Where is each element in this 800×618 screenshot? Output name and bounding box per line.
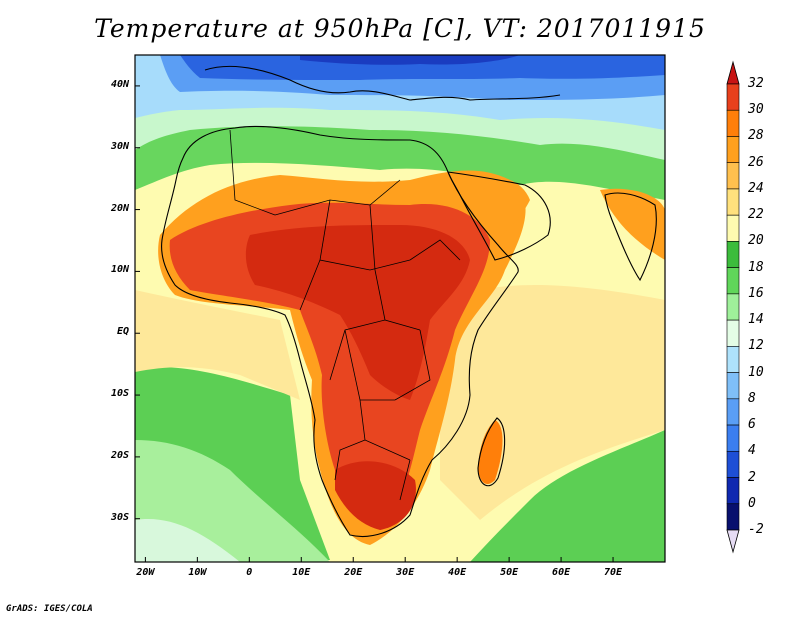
colorbar-swatch	[726, 136, 740, 164]
lon-tick-label: 20E	[344, 567, 363, 578]
field-fill-atlantic-warm	[135, 290, 300, 400]
lon-tick-label: 10W	[188, 567, 207, 578]
colorbar-swatch	[726, 109, 740, 137]
colorbar-swatch	[726, 398, 740, 426]
colorbar-label: 24	[748, 180, 764, 196]
field-fill-north-navy	[300, 55, 520, 65]
field-fill-india-orange	[600, 188, 665, 260]
colorbar-swatch	[726, 503, 740, 531]
colorbar-label: 8	[748, 390, 756, 406]
field-fill-madagascar	[478, 420, 503, 485]
colorbar-label: 28	[748, 128, 764, 144]
field-fill-africa-deep	[245, 225, 470, 400]
colorbar-label: -2	[748, 522, 764, 537]
country-borders	[229, 129, 461, 501]
colorbar-label: 4	[748, 443, 756, 459]
colorbar-label: 14	[748, 312, 764, 328]
lat-tick-label: 10N	[110, 264, 129, 276]
lon-tick-label: 10E	[292, 567, 311, 578]
coastlines	[161, 65, 657, 538]
axis-ticks	[135, 85, 614, 562]
africa-coastline	[161, 125, 519, 538]
lon-tick-label: 0	[246, 567, 253, 578]
lat-tick-label: 10S	[110, 388, 129, 400]
map-plot-area	[135, 55, 665, 562]
colorbar-label: 18	[748, 259, 764, 275]
colorbar-bottom-arrow	[726, 529, 740, 554]
colorbar-swatch	[726, 346, 740, 373]
colorbar-swatch	[726, 477, 740, 505]
colorbar-swatch	[726, 162, 740, 190]
colorbar-label: 0	[748, 495, 756, 511]
europe-coastline	[204, 65, 561, 101]
colorbar-swatch	[726, 83, 740, 111]
colorbar-label: 26	[748, 154, 764, 170]
colorbar-swatch	[726, 188, 740, 216]
colorbar-label: 22	[748, 207, 764, 223]
india-coastline	[604, 192, 657, 282]
lat-tick-label: 20S	[110, 449, 129, 461]
field-fill-europe-dark	[180, 55, 665, 80]
colorbar-swatch	[726, 424, 740, 452]
lon-tick-label: 30E	[396, 567, 415, 578]
madagascar-coastline	[477, 417, 506, 487]
lat-tick-label: 20N	[110, 202, 129, 214]
credit-text: GrADS: IGES/COLA	[6, 604, 93, 614]
lat-tick-label: 30S	[110, 511, 129, 523]
lon-tick-label: 40E	[448, 567, 467, 578]
colorbar	[726, 60, 740, 554]
colorbar-swatch	[726, 293, 740, 321]
colorbar-swatch	[726, 241, 740, 268]
colorbar-swatch	[726, 319, 740, 347]
colorbar-label: 12	[748, 338, 764, 354]
lon-tick-label: 70E	[604, 567, 623, 578]
plot-frame	[134, 54, 666, 563]
lon-tick-label: 50E	[500, 567, 519, 578]
colorbar-swatch	[726, 450, 740, 478]
colorbar-label: 6	[748, 417, 756, 433]
field-fill-southafrica-deep	[335, 461, 416, 530]
arabia-coastline	[447, 171, 551, 261]
colorbar-label: 2	[748, 469, 756, 485]
lon-tick-label: 60E	[552, 567, 571, 578]
field-fill-sw-pale	[135, 519, 240, 562]
colorbar-swatch	[726, 214, 740, 242]
colorbar-swatch	[726, 372, 740, 400]
map-title: Temperature at 950hPa [C], VT: 201701191…	[94, 14, 706, 43]
lat-tick-label: 30N	[110, 140, 129, 152]
colorbar-label: 30	[748, 102, 764, 118]
colorbar-top-arrow	[726, 60, 740, 85]
lat-tick-label: EQ	[116, 326, 129, 338]
colorbar-label: 32	[748, 76, 764, 91]
colorbar-label: 20	[748, 233, 764, 249]
lon-tick-label: 20W	[136, 567, 155, 578]
colorbar-label: 16	[748, 285, 764, 301]
field-fill-southern-green-east	[470, 430, 665, 562]
colorbar-swatch	[726, 267, 740, 295]
colorbar-label: 10	[748, 364, 764, 380]
lat-tick-label: 40N	[110, 78, 129, 90]
